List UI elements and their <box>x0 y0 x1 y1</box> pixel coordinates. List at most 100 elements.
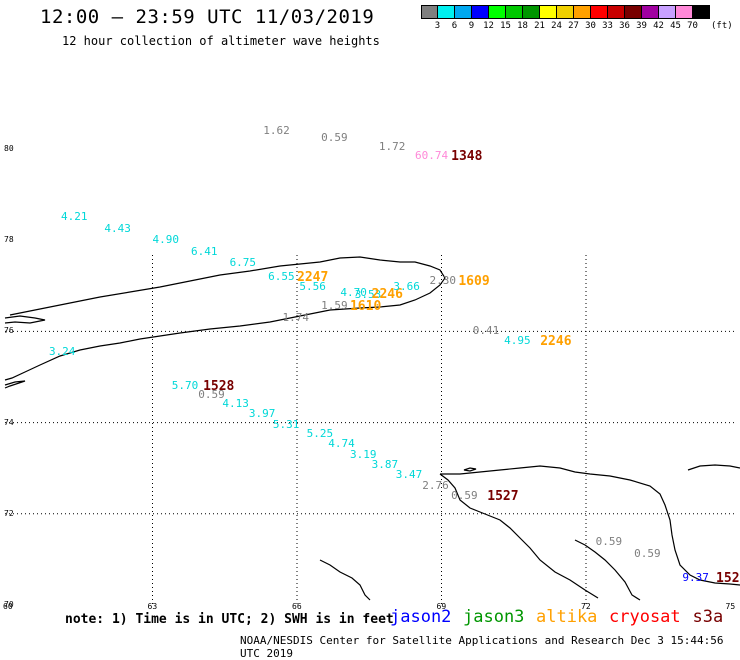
legend-label: 33 <box>602 21 613 31</box>
legend-swatch <box>438 5 455 19</box>
color-legend <box>421 5 710 19</box>
wave-height-value: 0.59 <box>451 488 478 502</box>
wave-height-value: 3.19 <box>349 447 377 461</box>
wave-height-value: 3.24 <box>48 344 76 358</box>
pass-time-label: 1528 <box>203 379 235 395</box>
wave-height-value: 6.75 <box>229 256 257 269</box>
legend-swatch <box>625 5 642 19</box>
wave-height-value: 0.59 <box>198 388 225 402</box>
coast-southwest <box>4 380 26 389</box>
wave-height-value: 4.70 <box>340 285 367 299</box>
pass-time-label: 1526 <box>716 570 740 586</box>
wave-height-value: 1.62 <box>263 123 290 137</box>
wave-height-value: 5.31 <box>272 417 300 431</box>
wave-height-value: 0.59 <box>321 130 348 144</box>
mission-label: cryosat <box>609 607 681 627</box>
pass-time-label: 2246 <box>540 334 572 350</box>
wave-height-value: 0.59 <box>634 546 661 560</box>
legend-swatch <box>557 5 574 19</box>
note-text: note: 1) Time is in UTC; 2) SWH is in fe… <box>65 612 394 627</box>
page-subtitle: 12 hour collection of altimeter wave hei… <box>62 34 380 48</box>
wave-height-value: 60.74 <box>415 148 449 162</box>
pass-time-label: 2247 <box>297 269 329 285</box>
pass-time-label: 1610 <box>349 299 382 315</box>
legend-swatch <box>540 5 557 19</box>
wave-height-value: 5.25 <box>306 427 334 440</box>
legend-swatch <box>506 5 523 19</box>
legend-swatch <box>659 5 676 19</box>
legend-label: 39 <box>636 21 647 31</box>
wave-height-value: 3.47 <box>395 468 423 482</box>
mission-label: jason2 <box>390 607 452 627</box>
latitude-label: 72 <box>4 508 14 518</box>
coast-gulf <box>574 539 641 601</box>
latitude-label: 74 <box>4 417 14 427</box>
wave-height-value: 6.55 <box>268 269 295 283</box>
wave-height-value: 6.41 <box>191 244 218 258</box>
coast-novaya-zemlya-west <box>4 315 46 324</box>
mission-label: altika <box>536 607 598 627</box>
coast-gydan <box>687 464 740 471</box>
longitude-label: 69 <box>436 602 447 611</box>
mission-label: s3a <box>692 607 724 627</box>
page-title: 12:00 — 23:59 UTC 11/03/2019 <box>40 6 375 28</box>
legend-label: 18 <box>517 21 528 31</box>
wave-height-value: 4.90 <box>152 233 180 247</box>
mission-label: jason3 <box>463 607 525 627</box>
coast-islet <box>463 467 477 472</box>
legend-swatch <box>421 5 438 19</box>
coast-mainland-yamal <box>440 465 740 586</box>
wave-height-value: 4.13 <box>222 397 249 411</box>
legend-label: 30 <box>585 21 596 31</box>
latitude-label: 80 <box>4 144 14 153</box>
legend-swatch <box>472 5 489 19</box>
wave-height-value: 1.74 <box>282 310 310 324</box>
longitude-label: 75 <box>725 602 736 611</box>
legend-swatch <box>574 5 591 19</box>
pass-time-label: 1527 <box>487 488 519 504</box>
legend-label: 36 <box>619 21 630 31</box>
wave-height-value: 2.76 <box>422 478 449 492</box>
legend-swatch <box>676 5 693 19</box>
pass-time-label: 2246 <box>371 286 403 302</box>
legend-label: 45 <box>670 21 681 31</box>
graticule <box>5 255 735 605</box>
coast-yamal-west <box>439 473 599 599</box>
legend-label: 27 <box>568 21 579 31</box>
latitude-label: 70 <box>4 600 14 609</box>
legend-spacer <box>421 21 429 31</box>
pass-time-label: 1348 <box>451 148 483 164</box>
wave-height-value: 4.95 <box>504 334 531 348</box>
latitude-label: 76 <box>4 326 14 336</box>
longitude-label: 66 <box>292 602 302 611</box>
legend-swatch <box>523 5 540 19</box>
longitude-label: 72 <box>581 602 591 611</box>
wave-height-value: 1.72 <box>378 139 406 153</box>
color-legend-labels: 3 6 9 12 15 18 21 24 27 30 33 36 39 42 45 70 <box>421 21 701 31</box>
legend-label: 70 <box>687 21 698 31</box>
wave-height-value: 0.41 <box>472 324 500 338</box>
legend-unit: (ft) <box>711 21 733 31</box>
wave-height-value: 4.74 <box>328 437 355 451</box>
legend-label: 3 <box>434 21 441 31</box>
legend-label: 9 <box>468 21 475 31</box>
coastline <box>4 256 740 601</box>
legend-label: 15 <box>500 21 511 31</box>
legend-swatch <box>489 5 506 19</box>
wave-height-value: 3.87 <box>371 457 399 471</box>
latitude-label: 78 <box>4 235 14 245</box>
wave-height-value: 3.53 <box>354 287 382 301</box>
legend-swatch <box>608 5 625 19</box>
wave-height-value: 3.66 <box>393 280 420 294</box>
wave-height-value: 0.59 <box>595 535 623 549</box>
legend-label: 21 <box>534 21 545 31</box>
wave-height-value: 9.37 <box>682 570 709 584</box>
legend-swatch <box>693 5 710 19</box>
wave-height-value: 1.59 <box>321 299 348 313</box>
pass-time-label: 1609 <box>458 274 490 290</box>
coast-novaya-zemlya-north <box>4 256 446 381</box>
legend-label: 12 <box>483 21 494 31</box>
legend-label: 6 <box>451 21 458 31</box>
legend-label: 24 <box>551 21 562 31</box>
